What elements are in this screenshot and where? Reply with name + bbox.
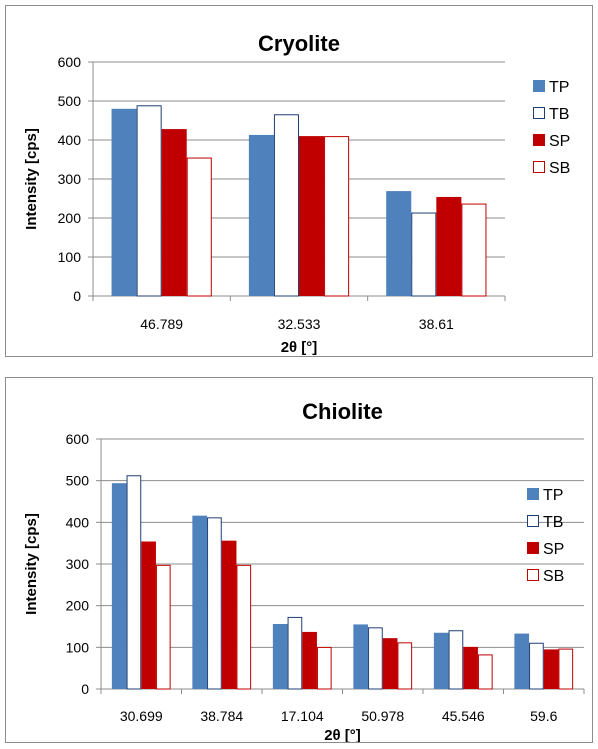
cryolite-legend-swatch-tp [533, 80, 545, 92]
chiolite-chart: 0 100 200 300 400 500 600 30.699 38.784 17.104 50.… [23, 399, 585, 742]
cryolite-legend-swatch-tb [533, 107, 545, 119]
cryolite-bar-tb [411, 212, 437, 297]
cryolite-chart: 0 100 200 300 400 500 600 46.789 32.533 38.61 Cryo… [23, 31, 570, 356]
chiolite-bar-tp [192, 515, 208, 689]
chiolite-bar-tp [272, 624, 288, 689]
chiolite-bar-tp [433, 632, 449, 689]
cryolite-x-axis-label: 2θ [°] [281, 339, 318, 356]
chiolite-bar-sp [302, 631, 317, 689]
chiolite-y-tick-label: 400 [66, 514, 90, 530]
cryolite-bar-tb [136, 105, 162, 297]
chiolite-x-tick-label: 45.546 [442, 708, 485, 724]
chiolite-x-tick-label: 59.6 [530, 708, 557, 724]
chiolite-legend-swatch-sb [527, 569, 539, 581]
chiolite-bar-sb [477, 654, 493, 690]
chiolite-x-tick-label: 17.104 [281, 708, 324, 724]
cryolite-bar-tp [248, 134, 274, 296]
chiolite-bar-sp [543, 649, 559, 689]
cryolite-y-tick-label: 300 [58, 171, 82, 187]
cryolite-x-tick-label: 46.789 [140, 316, 183, 332]
cryolite-x-tick-label: 32.533 [278, 316, 321, 332]
chiolite-bar-sb [155, 564, 171, 690]
cryolite-y-axis-label: Intensity [cps] [23, 128, 40, 230]
chiolite-legend-swatch-tp [527, 488, 539, 500]
chiolite-bar-tb [126, 475, 142, 690]
chiolite-bar-sb [316, 646, 332, 690]
cryolite-legend-swatch-sb [533, 161, 545, 173]
chiolite-x-tick-label: 50.978 [361, 708, 404, 724]
chiolite-bar-sb [397, 642, 413, 690]
chiolite-bar-tp [353, 624, 369, 689]
cryolite-y-tick-label: 200 [58, 210, 82, 226]
cryolite-legend-swatch-sp [533, 134, 545, 146]
chiolite-bar-tb [448, 630, 464, 690]
cryolite-legend-label-tp: TP [549, 79, 569, 96]
chiolite-bar-tb [287, 616, 303, 690]
chiolite-chart-title: Chiolite [302, 399, 383, 424]
chiolite-y-tick-label: 600 [66, 431, 90, 447]
chiolite-legend-label-sb: SB [543, 568, 564, 585]
cryolite-y-tick-label: 500 [58, 93, 82, 109]
cryolite-bar-tp [386, 191, 412, 296]
cryolite-chart-title: Cryolite [258, 31, 340, 56]
cryolite-bar-sp [161, 129, 187, 296]
chiolite-y-tick-label: 100 [66, 639, 90, 655]
cryolite-bar-sp [299, 136, 325, 296]
chiolite-bar-tb [207, 517, 222, 690]
cryolite-y-tick-label: 0 [73, 288, 81, 304]
chiolite-y-tick-label: 500 [66, 473, 90, 489]
chiolite-chart-panel: 0 100 200 300 400 500 600 30.699 38.784 17.104 50.… [5, 377, 593, 743]
cryolite-chart-panel: 0 100 200 300 400 500 600 46.789 32.533 38.61 Cryo… [5, 5, 593, 357]
cryolite-legend-label-tb: TB [549, 106, 569, 123]
cryolite-y-tick-label: 100 [58, 249, 82, 265]
chiolite-bar-sp [141, 541, 156, 689]
chiolite-bar-sp [382, 638, 398, 689]
cryolite-bar-sb [186, 157, 212, 297]
chiolite-y-tick-label: 200 [66, 598, 90, 614]
chiolite-y-tick-label: 300 [66, 556, 90, 572]
cryolite-y-tick-label: 600 [58, 54, 82, 70]
chiolite-legend-label-tp: TP [543, 487, 563, 504]
chiolite-x-tick-label: 30.699 [120, 708, 163, 724]
chiolite-x-axis-label: 2θ [°] [324, 727, 361, 742]
cryolite-bar-tp [111, 108, 137, 296]
chiolite-y-axis-label: Intensity [cps] [23, 513, 40, 615]
cryolite-y-tick-label: 400 [58, 132, 82, 148]
chiolite-x-tick-label: 38.784 [200, 708, 243, 724]
chiolite-bar-tp [111, 483, 127, 689]
chiolite-y-tick-label: 0 [81, 681, 89, 697]
chiolite-bar-sp [463, 646, 478, 689]
chiolite-legend-label-sp: SP [543, 541, 564, 558]
cryolite-legend-label-sb: SB [549, 160, 570, 177]
chiolite-bar-tb [368, 627, 383, 690]
chiolite-bar-sb [558, 648, 574, 690]
cryolite-x-tick-label: 38.61 [419, 316, 454, 332]
cryolite-bar-sp [436, 196, 462, 296]
cryolite-bar-sb [461, 203, 487, 297]
cryolite-bar-tb [273, 114, 300, 297]
chiolite-bar-tb [529, 642, 544, 690]
chiolite-bar-sp [221, 540, 237, 689]
chiolite-legend-label-tb: TB [543, 514, 563, 531]
chiolite-bar-sb [236, 564, 252, 690]
cryolite-bar-sb [324, 136, 350, 297]
cryolite-legend-label-sp: SP [549, 133, 570, 150]
chiolite-legend-swatch-sp [527, 542, 539, 554]
chiolite-bar-tp [514, 633, 530, 689]
chiolite-legend-swatch-tb [527, 515, 539, 527]
